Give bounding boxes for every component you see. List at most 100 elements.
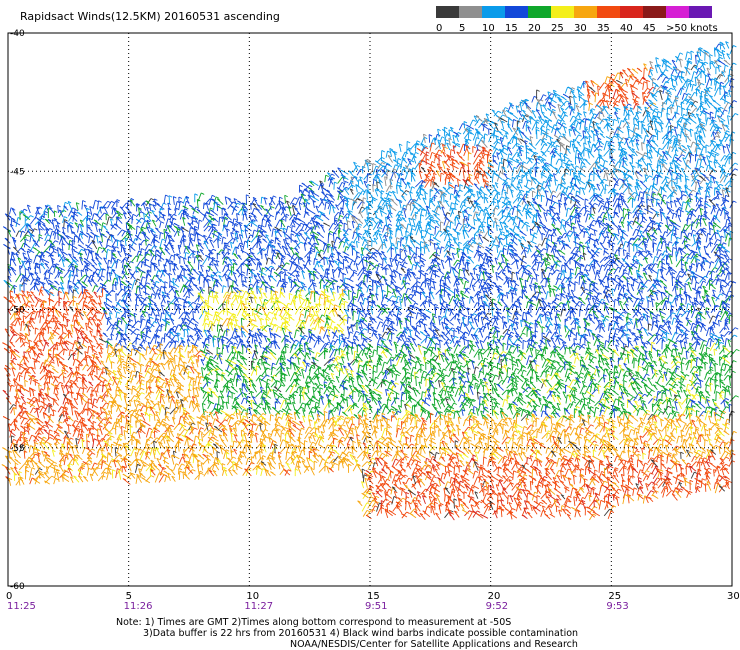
wind-barb-flag	[83, 285, 87, 289]
wind-barb	[39, 362, 43, 370]
wind-barb	[9, 429, 13, 438]
wind-barb	[82, 387, 85, 394]
wind-barb	[57, 332, 64, 340]
wind-barb	[77, 387, 81, 394]
wind-barb-flag	[56, 434, 60, 437]
wind-barb-flag	[54, 320, 58, 323]
wind-barb	[40, 251, 45, 258]
wind-barb-flag	[77, 237, 82, 240]
wind-barb-flag	[68, 253, 72, 256]
wind-barb-flag	[49, 206, 53, 210]
wind-barb-flag	[36, 448, 40, 452]
wind-barb	[77, 249, 82, 255]
wind-barb	[29, 407, 34, 414]
wind-barb	[37, 466, 40, 473]
wind-barb-flag	[27, 224, 32, 227]
wind-barb	[34, 212, 38, 220]
wind-barb-flag	[55, 240, 59, 243]
wind-barb-flag	[85, 322, 89, 325]
wind-barb-flag	[25, 465, 29, 469]
wind-barb-flag	[31, 477, 36, 480]
wind-barb-flag	[74, 287, 78, 290]
wind-barb-flag	[12, 379, 17, 382]
wind-barb-flag	[21, 230, 26, 233]
wind-barb-flag	[34, 341, 38, 345]
wind-barb	[68, 300, 73, 307]
wind-barb	[13, 285, 16, 294]
legend-swatch	[551, 6, 574, 18]
wind-barb-flag	[14, 472, 18, 476]
wind-barb-flag	[55, 387, 60, 390]
wind-barb	[62, 402, 67, 411]
wind-barb-flag	[59, 361, 63, 365]
wind-barb-flag	[69, 366, 73, 370]
wind-barb	[57, 348, 65, 356]
wind-barb	[20, 341, 26, 348]
wind-barb	[68, 349, 71, 357]
wind-barb	[45, 466, 49, 474]
wind-barb	[44, 403, 50, 412]
wind-barb	[70, 391, 73, 399]
wind-barb-flag	[24, 438, 29, 442]
wind-barb	[54, 393, 60, 401]
wind-barb	[67, 201, 73, 211]
wind-barb	[66, 437, 73, 445]
wind-barb	[23, 371, 27, 380]
wind-barb	[48, 405, 54, 412]
wind-barb	[59, 276, 64, 283]
wind-barb-flag	[70, 226, 74, 229]
wind-barb-flag	[56, 353, 60, 356]
wind-barb	[29, 477, 33, 485]
wind-barb-flag	[32, 388, 36, 392]
wind-barb	[83, 276, 88, 284]
wind-barb-flag	[34, 271, 39, 275]
wind-barb	[49, 331, 55, 339]
wind-barb	[19, 275, 24, 283]
wind-barb	[82, 311, 89, 321]
wind-barb	[25, 273, 31, 282]
wind-barb	[74, 372, 78, 382]
wind-barb-flag	[32, 379, 36, 383]
legend-swatch	[620, 6, 643, 18]
wind-barb-flag	[64, 406, 69, 409]
wind-barb-flag	[13, 239, 17, 242]
wind-barb	[52, 409, 55, 416]
wind-barb-flag	[19, 211, 24, 214]
wind-barb	[62, 410, 65, 418]
wind-barb	[15, 372, 20, 381]
wind-barb-flag	[39, 348, 43, 351]
wind-barb	[81, 408, 87, 415]
wind-barb	[27, 267, 30, 275]
wind-barb-flag	[59, 360, 63, 364]
wind-barb	[43, 376, 49, 386]
wind-barb	[47, 265, 53, 273]
wind-barb	[191, 344, 194, 353]
wind-barb-flag	[2, 342, 6, 345]
wind-barb	[19, 407, 24, 415]
wind-barb	[77, 237, 85, 245]
wind-barb-flag	[72, 207, 76, 210]
wind-barb-flag	[38, 393, 42, 396]
wind-barb-flag	[17, 414, 22, 417]
wind-barb-flag	[84, 337, 88, 340]
wind-barb	[84, 356, 88, 366]
wind-barb	[71, 424, 80, 432]
legend-swatch	[528, 6, 551, 18]
wind-barb-flag	[39, 228, 43, 231]
wind-barb-flag	[59, 248, 63, 251]
wind-barb	[20, 417, 25, 425]
wind-barb-flag	[21, 307, 25, 311]
wind-barb	[57, 268, 63, 278]
wind-barb-flag	[62, 231, 66, 235]
wind-barb-flag	[48, 307, 52, 310]
wind-barb	[72, 314, 75, 323]
wind-barb-flag	[77, 336, 81, 339]
wind-barb	[26, 425, 30, 435]
wind-barb-flag	[38, 255, 43, 258]
wind-barb-flag	[26, 234, 30, 237]
wind-barb-flag	[65, 452, 70, 455]
wind-barb-flag	[55, 477, 59, 481]
wind-barb	[55, 309, 60, 318]
wind-barb	[60, 235, 64, 245]
wind-barb-flag	[83, 204, 88, 207]
